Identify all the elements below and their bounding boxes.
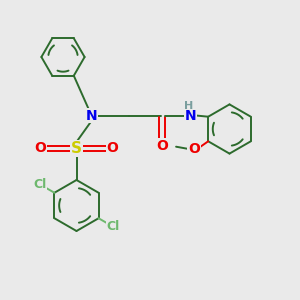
Text: Cl: Cl [106, 220, 119, 233]
Text: S: S [71, 141, 82, 156]
Text: H: H [184, 101, 194, 111]
Text: O: O [156, 139, 168, 152]
Text: N: N [185, 109, 196, 122]
Text: N: N [86, 109, 97, 122]
Text: Cl: Cl [34, 178, 47, 191]
Text: O: O [106, 142, 119, 155]
Text: O: O [34, 142, 46, 155]
Text: O: O [188, 142, 200, 156]
